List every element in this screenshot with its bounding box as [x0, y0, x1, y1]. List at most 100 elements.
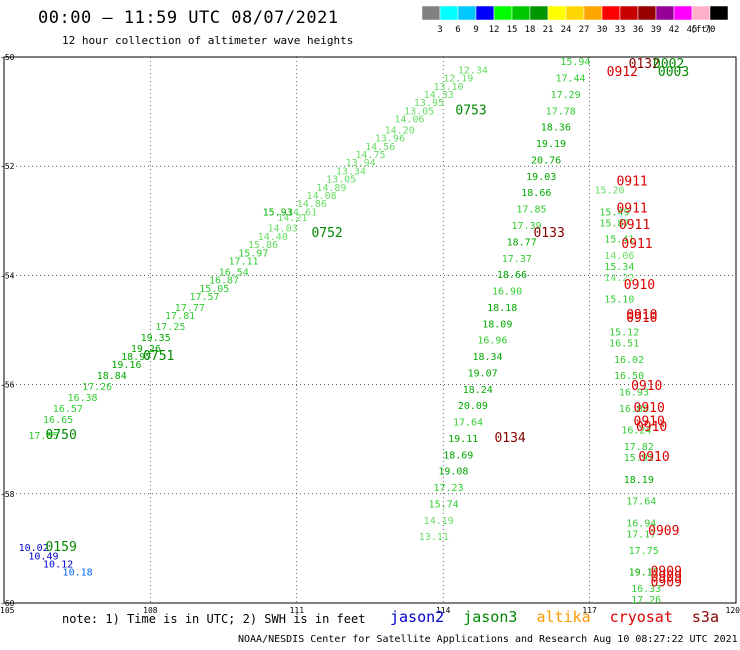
swh-value-label: 18.18: [487, 303, 517, 314]
swh-value-label: 15.41: [604, 235, 634, 246]
pass-time-label: 0910: [638, 450, 669, 465]
swh-value-label: 15.87: [599, 218, 629, 229]
swh-value-label: 17.82: [624, 442, 654, 453]
swh-value-label: 16.80: [619, 404, 649, 415]
swh-value-label: 13.10: [433, 82, 463, 93]
swh-value-label: 16.50: [614, 371, 644, 382]
plot-frame: [3, 56, 737, 604]
swh-value-label: 17.78: [546, 106, 576, 117]
swh-value-label: 14.89: [316, 183, 346, 194]
pass-time-label: 0910: [634, 401, 665, 416]
swh-value-label: 13.96: [375, 134, 405, 145]
pass-time-label: 0910: [626, 308, 657, 323]
pass-time-label: 0753: [455, 103, 486, 118]
swh-value-label: 10.02: [19, 543, 49, 554]
pass-time-label: 0910: [626, 311, 657, 326]
swh-value-label: 18.66: [497, 270, 527, 281]
chart-subtitle: 12 hour collection of altimeter wave hei…: [62, 34, 354, 47]
swh-value-label: 16.51: [609, 338, 639, 349]
swh-value-label: 15.17: [575, 8, 605, 19]
swh-value-label: 17.26: [82, 382, 112, 393]
colorbar-tick-label: 6: [455, 25, 460, 35]
swh-value-label: 18.09: [482, 319, 512, 330]
swh-value-label: 15.86: [248, 240, 278, 251]
swh-value-label: 14.75: [355, 150, 385, 161]
swh-value-label: 19.07: [468, 368, 498, 379]
swh-value-label: 15.20: [594, 186, 624, 197]
swh-value-label: 16.87: [209, 276, 239, 287]
swh-value-label: 16.65: [43, 415, 73, 426]
colorbar-tick-label: 3: [437, 25, 442, 35]
swh-value-label: 14.40: [258, 232, 288, 243]
pass-time-label: 0912: [607, 65, 638, 80]
swh-value-label: 19.16: [111, 360, 141, 371]
swh-value-label: 14.21: [277, 213, 307, 224]
swh-value-label: 16.57: [53, 404, 83, 415]
swh-value-label: 17.75: [629, 546, 659, 557]
swh-value-label: 13.05: [404, 106, 434, 117]
swh-value-label: 16.33: [631, 584, 661, 595]
swh-value-label: 14.06: [604, 251, 634, 262]
swh-value-label: 15.34: [604, 262, 634, 273]
swh-value-label: 15.05: [199, 284, 229, 295]
swh-value-label: 18.97: [121, 352, 151, 363]
x-tick-label: 114: [436, 606, 451, 615]
swh-value-label: 17.39: [512, 221, 542, 232]
swh-value-label: 14.19: [424, 516, 454, 527]
pass-time-label: 0910: [631, 379, 662, 394]
legend: jason2 jason3 altika cryosat s3a: [390, 608, 729, 626]
pass-time-label: 0909: [648, 524, 679, 539]
swh-value-label: 17.85: [516, 205, 546, 216]
swh-value-label: 18.69: [443, 450, 473, 461]
swh-value-label: 10.12: [43, 560, 73, 571]
legend-s3a: s3a: [691, 608, 719, 626]
colorbar: 3 6 9 12 15 18 21 24 27 30 33 36 39 42 45 70(ft): [422, 6, 729, 35]
colorbar-tick-label: 30: [597, 25, 608, 35]
pass-time-label: 0909: [651, 576, 682, 591]
swh-value-label: 17.44: [555, 74, 585, 85]
y-tick-label: -50: [0, 53, 15, 62]
swh-value-label: 10.49: [28, 551, 58, 562]
pass-time-label: 0911: [616, 174, 647, 189]
swh-value-label: 20.76: [531, 155, 561, 166]
swh-value-label: 18.34: [472, 352, 502, 363]
legend-cryosat: cryosat: [609, 608, 673, 626]
swh-value-label: 19.26: [131, 344, 161, 355]
y-tick-label: -58: [0, 490, 15, 499]
swh-value-label: 14.61: [287, 207, 317, 218]
swh-value-label: 13.95: [414, 98, 444, 109]
swh-value-label: 15.93: [263, 207, 293, 218]
pass-time-label: 0910: [634, 415, 665, 430]
swh-value-label: 13.34: [336, 166, 366, 177]
swh-value-label: 20.09: [458, 401, 488, 412]
swh-value-label: 18.19: [624, 475, 654, 486]
swh-value-label: 14.33: [424, 90, 454, 101]
swh-value-label: 14.06: [394, 115, 424, 126]
swh-value-label: 18.66: [521, 188, 551, 199]
x-tick-label: 108: [143, 606, 158, 615]
swh-value-label: 17.26: [631, 595, 661, 606]
swh-value-label: 18.24: [463, 385, 493, 396]
swh-value-label: 17.23: [433, 483, 463, 494]
swh-value-label: 16.94: [626, 519, 656, 530]
swh-value-label: 17.25: [155, 322, 185, 333]
colorbar-tick-label: 33: [615, 25, 626, 35]
swh-value-label: 19.19: [536, 139, 566, 150]
colorbar-tick-label: 27: [579, 25, 590, 35]
swh-value-label: 15.74: [429, 499, 459, 510]
pass-time-label: 0911: [619, 218, 650, 233]
swh-value-label: 13.11: [419, 532, 449, 543]
y-tick-label: -52: [0, 162, 15, 171]
x-tick-label: 117: [582, 606, 597, 615]
swh-value-label: 16.54: [219, 267, 249, 278]
legend-altika: altika: [536, 608, 591, 626]
x-tick-label: 105: [0, 606, 15, 615]
swh-value-label: 17.11: [228, 256, 258, 267]
swh-value-label: 16.38: [67, 393, 97, 404]
legend-jason2: jason2: [390, 608, 445, 626]
swh-value-label: 15.97: [238, 248, 268, 259]
swh-value-label: 15.12: [609, 327, 639, 338]
swh-value-label: 17.85: [28, 431, 58, 442]
pass-time-label: 0002: [653, 57, 684, 72]
swh-value-label: 17.64: [626, 497, 656, 508]
